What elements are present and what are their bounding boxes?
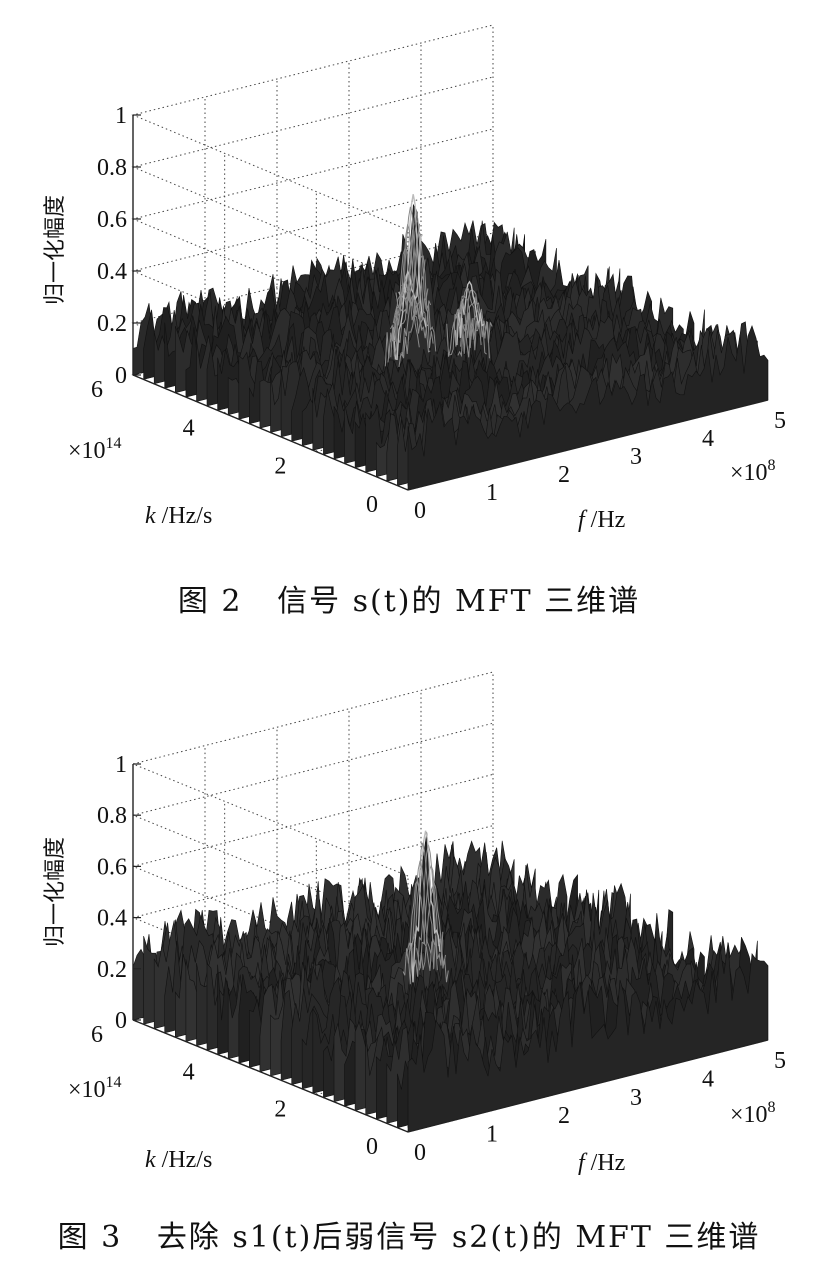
surface-strip [407, 942, 769, 1133]
k-axis-multiplier: ×1014 [68, 435, 122, 464]
peak-ridge-line [390, 223, 421, 358]
f-axis-label-var: f [578, 1150, 591, 1176]
z-tick-label: 0.2 [97, 311, 127, 337]
f-tick-label: 2 [558, 462, 570, 488]
surface [132, 194, 769, 491]
z-grid-line [131, 671, 494, 877]
f-axis-multiplier: ×108 [730, 1099, 776, 1128]
z-tick-label: 0.4 [97, 259, 127, 285]
f-tick-label: 3 [630, 1085, 642, 1111]
k-tick-label: 2 [274, 454, 286, 480]
f-tick-label: 0 [414, 498, 426, 524]
k-tick-label: 4 [183, 415, 195, 441]
f-tick-label: 5 [774, 408, 786, 434]
k-tick-label: 4 [183, 1059, 195, 1085]
f-tick-label: 3 [630, 444, 642, 470]
surface-peak [446, 280, 493, 359]
figure-2: 0 0.2 0.4 0.6 0.8 1 0 2 4 6 0 1 2 3 4 5 ×1014 ×108 k /Hz/s… [0, 24, 818, 620]
k-tick-label: 6 [91, 377, 103, 403]
peak-ridge-line [405, 860, 435, 958]
z-tick-label: 0 [115, 1008, 127, 1034]
k-axis-multiplier: ×1014 [68, 1074, 122, 1103]
k-tick-label: 2 [274, 1097, 286, 1123]
peak-ridge-line [401, 300, 432, 359]
surface-peak [402, 830, 449, 985]
surface-strip [407, 325, 769, 491]
f-tick-label: 4 [702, 1066, 714, 1092]
z-grid-line [131, 722, 494, 928]
z-tick-label: 0.8 [97, 803, 127, 829]
k-axis-label-unit: /Hz/s [162, 1147, 213, 1173]
f-tick-label: 0 [414, 1140, 426, 1166]
z-tick-label: 0.2 [97, 957, 127, 983]
peak-ridge-line [384, 223, 415, 367]
k-axis-line [132, 374, 409, 491]
k-axis-line [132, 1019, 409, 1133]
z-grid-line [131, 825, 494, 1031]
k-multiplier-exponent: 14 [106, 1074, 122, 1091]
figure-2-caption-text: 信号 s(t)的 MFT 三维谱 [277, 584, 641, 619]
k-axis-label: k /Hz/s [145, 1147, 212, 1173]
surface-peak [384, 220, 432, 367]
figure-2-caption: 图 2 信号 s(t)的 MFT 三维谱 [0, 576, 818, 620]
figure-3-caption-prefix: 图 3 [57, 1220, 123, 1255]
f-multiplier-exponent: 8 [768, 1099, 776, 1116]
peak-ridge-line [446, 300, 477, 357]
f-axis-line [407, 1039, 769, 1133]
z-grid-line [131, 773, 494, 979]
f-axis-label-unit: /Hz [591, 1150, 626, 1176]
f-axis-multiplier: ×108 [730, 457, 776, 486]
z-tick-label: 0.6 [97, 207, 127, 233]
k-axis-label-var: k [145, 1147, 162, 1173]
z-axis-label: 归一化幅度 [43, 837, 68, 947]
f-axis-line [407, 399, 769, 491]
f-tick-label: 5 [774, 1048, 786, 1074]
k-axis-label-var: k [145, 503, 162, 529]
figure-3-caption-text: 去除 s1(t)后弱信号 s2(t)的 MFT 三维谱 [156, 1220, 761, 1255]
f-tick-label: 4 [702, 426, 714, 452]
k-axis-label: k /Hz/s [145, 503, 212, 529]
z-tick-label: 0 [115, 363, 127, 389]
z-tick-label: 0.4 [97, 906, 127, 932]
surface [132, 830, 769, 1133]
peak-ridge-line [402, 879, 433, 976]
f-tick-label: 1 [486, 1122, 498, 1148]
f-axis-label: f /Hz [578, 1150, 625, 1176]
figure-2-caption-prefix: 图 2 [177, 584, 243, 619]
figure-3: 0 0.2 0.4 0.6 0.8 1 0 2 4 6 0 1 2 3 4 5 ×1014 ×108 k /Hz/s… [0, 640, 818, 1263]
peak-ridge-line [410, 830, 441, 983]
figure-3-caption: 图 3 去除 s1(t)后弱信号 s2(t)的 MFT 三维谱 [0, 1212, 818, 1256]
k-multiplier-exponent: 14 [106, 435, 122, 452]
f-axis-label: f /Hz [578, 507, 625, 533]
z-grid-line [131, 24, 494, 231]
peak-ridge-line [449, 295, 479, 356]
z-tick-label: 0.6 [97, 854, 127, 880]
f-axis-label-var: f [578, 507, 591, 533]
z-tick-label: 0.8 [97, 155, 127, 181]
z-tick-label: 1 [115, 752, 127, 778]
peak-ridge-line [390, 248, 420, 348]
f-multiplier-exponent: 8 [768, 457, 776, 474]
k-tick-label: 0 [366, 1134, 378, 1160]
f-tick-label: 1 [486, 480, 498, 506]
k-tick-label: 6 [91, 1022, 103, 1048]
z-axis-label: 归一化幅度 [43, 195, 68, 305]
k-axis-label-unit: /Hz/s [162, 503, 213, 529]
f-axis-label-unit: /Hz [591, 507, 626, 533]
z-tick-label: 1 [115, 103, 127, 129]
peak-ridge-line [454, 280, 485, 346]
f-tick-label: 2 [558, 1103, 570, 1129]
k-tick-label: 0 [366, 492, 378, 518]
peak-ridge-line [392, 234, 424, 361]
